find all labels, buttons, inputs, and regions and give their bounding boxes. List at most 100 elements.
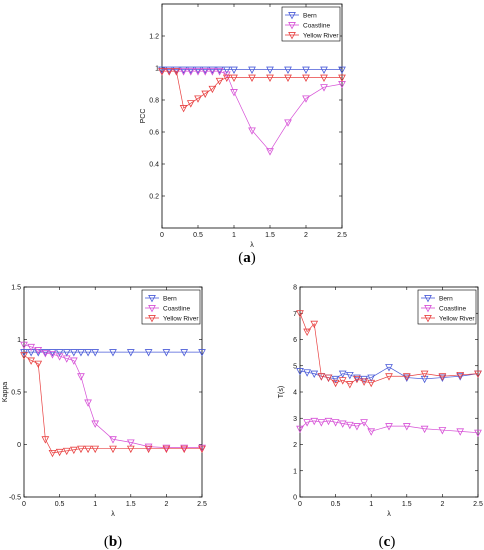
x-tick-label: 2.5 [473, 501, 483, 508]
data-point [367, 379, 376, 388]
y-tick-label: 1 [293, 468, 297, 475]
data-point [186, 68, 195, 76]
y-tick-label: 2 [293, 442, 297, 449]
y-tick-label: 0.6 [149, 130, 159, 137]
data-point [367, 428, 376, 436]
y-tick-label: 1 [155, 66, 159, 73]
data-point [345, 371, 354, 380]
series-line [162, 70, 343, 152]
data-point [180, 349, 189, 357]
data-point [144, 349, 153, 357]
legend-swatch-marker [288, 12, 296, 20]
x-axis-label: λ [250, 242, 254, 249]
data-point [310, 417, 319, 426]
y-tick-label: 8 [293, 285, 297, 292]
data-point [172, 66, 181, 74]
y-tick-label: 3 [293, 416, 297, 423]
panel-label: (c) [379, 534, 396, 550]
data-point [222, 66, 231, 74]
legend-swatch-marker [424, 315, 432, 323]
data-point [34, 349, 43, 357]
y-tick-label: 0 [17, 442, 21, 449]
y-tick-label: 1.2 [149, 34, 159, 41]
data-point [296, 425, 304, 434]
data-point [172, 68, 181, 76]
data-point [48, 449, 57, 458]
data-point [222, 74, 231, 82]
data-point [345, 381, 354, 389]
data-point [55, 448, 64, 457]
legend-label: Yellow River [303, 32, 339, 39]
data-point [126, 349, 135, 357]
series-line [299, 313, 479, 385]
series-yellow-river [20, 352, 206, 458]
y-tick-label: 5 [293, 363, 297, 370]
legend-label: Coastline [163, 305, 190, 312]
data-point [302, 74, 310, 82]
data-point [360, 419, 368, 427]
chart-panel-c: 0 0.5 1 1.5 2 2.5 0 1 2 3 4 5 6 7 8 λ T(s) Bern Coastline Y… [278, 285, 483, 550]
legend-swatch-marker [288, 22, 296, 30]
data-point [208, 68, 217, 76]
y-tick-label: 0.4 [149, 162, 159, 169]
data-point [230, 89, 238, 97]
data-point [338, 74, 346, 82]
data-point [266, 74, 274, 82]
legend-label: Bern [163, 295, 177, 302]
data-point [41, 350, 50, 358]
data-point [385, 373, 393, 381]
data-point [420, 425, 429, 434]
y-tick-label: -0.5 [9, 495, 21, 502]
data-point [215, 66, 224, 74]
legend-swatch-marker [424, 305, 432, 313]
x-axis-label: λ [111, 511, 115, 518]
series-yellow-river [296, 310, 482, 389]
data-point [144, 443, 153, 451]
legend-label: Yellow River [439, 315, 475, 322]
data-point [194, 68, 202, 76]
data-point [208, 85, 217, 94]
data-point [248, 74, 256, 82]
data-point [194, 95, 202, 103]
data-point [353, 423, 361, 431]
x-tick-label: 1.5 [126, 501, 136, 508]
x-tick-label: 2 [164, 501, 168, 508]
data-point [248, 66, 256, 74]
x-tick-label: 2.5 [337, 232, 347, 239]
data-point [284, 74, 292, 82]
data-point [215, 77, 224, 86]
x-tick-label: 0.5 [193, 232, 203, 239]
data-point [144, 445, 153, 454]
data-point [198, 444, 206, 453]
data-point [180, 444, 189, 453]
data-point [77, 445, 85, 454]
data-point [201, 66, 210, 74]
data-point [109, 436, 117, 444]
data-point [456, 428, 465, 436]
panel-label: (b) [104, 534, 122, 550]
data-point [91, 349, 100, 357]
data-point [296, 368, 304, 376]
data-point [296, 310, 304, 318]
legend-label: Coastline [303, 22, 330, 29]
legend-swatch-marker [424, 295, 432, 303]
data-point [34, 360, 43, 369]
y-axis-label: PCC [140, 109, 147, 124]
data-point [367, 374, 376, 382]
data-point [385, 364, 393, 372]
y-tick-label: 0 [293, 495, 297, 502]
data-point [331, 379, 340, 388]
data-point [84, 349, 92, 357]
data-point [198, 445, 206, 454]
x-tick-label: 1 [232, 232, 236, 239]
data-point [77, 349, 85, 357]
x-tick-label: 1.5 [402, 501, 412, 508]
data-point [41, 436, 50, 444]
data-point [77, 373, 85, 381]
data-point [194, 66, 202, 74]
data-point [331, 375, 340, 384]
data-point [303, 419, 311, 427]
chart-panel-a: 0 0.5 1 1.5 2 2.5 0.2 0.4 0.6 0.8 1 1.2 λ PCC Bern Coas… [140, 3, 347, 266]
data-point [165, 66, 174, 74]
